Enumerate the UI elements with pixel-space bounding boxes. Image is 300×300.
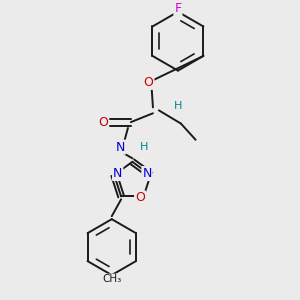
Text: O: O: [135, 191, 145, 204]
Text: N: N: [116, 141, 125, 154]
Text: H: H: [174, 101, 182, 111]
Text: N: N: [113, 167, 122, 180]
Text: N: N: [142, 167, 152, 180]
Text: O: O: [144, 76, 154, 89]
Text: F: F: [174, 2, 182, 15]
Text: CH₃: CH₃: [102, 274, 122, 284]
Text: H: H: [140, 142, 148, 152]
Text: O: O: [98, 116, 108, 129]
